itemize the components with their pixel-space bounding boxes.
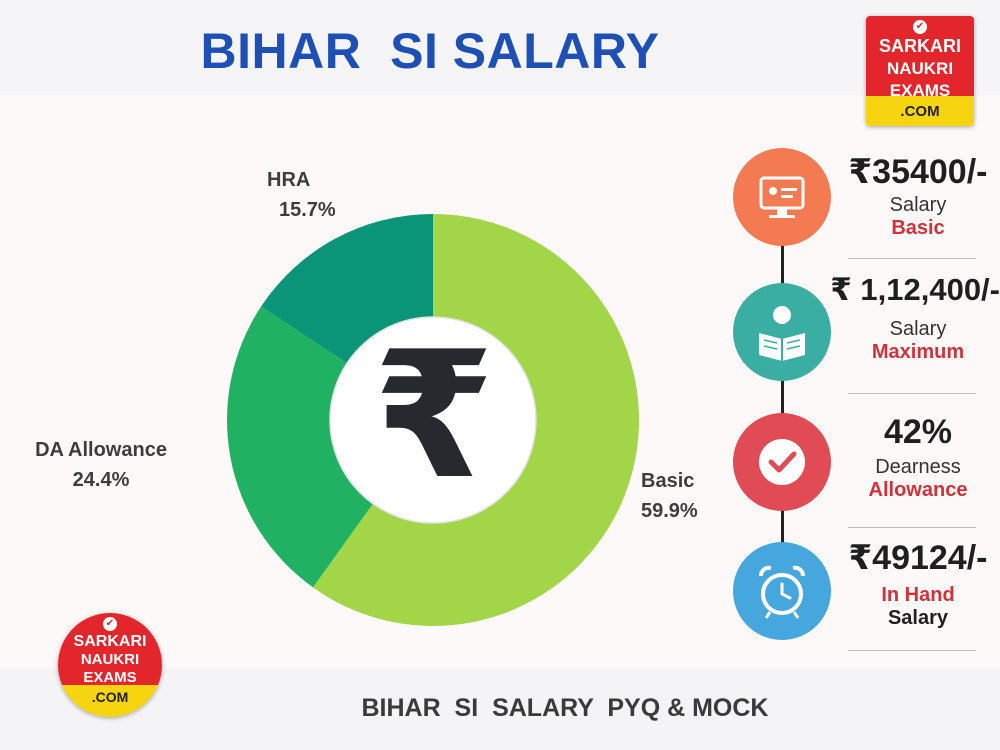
donut-center bbox=[329, 316, 537, 524]
maximum-salary-line1: Salary bbox=[889, 318, 947, 340]
logo-line-2: NAUKRI bbox=[886, 59, 954, 78]
logo-bottom-line-4: .COM bbox=[91, 689, 129, 705]
page-title: BIHAR SI SALARY bbox=[200, 23, 660, 79]
in-hand-salary-value: ₹49124/- bbox=[848, 539, 988, 577]
logo-line-4: .COM bbox=[900, 103, 940, 120]
logo-bottom-line-2: NAUKRI bbox=[80, 651, 140, 668]
dearness-allowance-line2: Allowance bbox=[868, 479, 968, 501]
slice-label-hra: HRA 15.7% bbox=[267, 165, 336, 225]
slice-label-basic-value: 59.9% bbox=[641, 500, 698, 522]
checkmark-icon bbox=[733, 413, 831, 511]
reader-icon bbox=[733, 283, 831, 381]
brand-logo-bottom: ✔ SARKARI NAUKRI EXAMS .COM bbox=[58, 613, 162, 717]
separator-2 bbox=[848, 393, 976, 394]
slice-label-hra-name: HRA bbox=[267, 169, 311, 191]
header-band bbox=[0, 0, 1000, 95]
timeline-connector bbox=[781, 200, 784, 590]
slice-label-da-value: 24.4% bbox=[72, 469, 130, 491]
slice-label-basic-name: Basic bbox=[641, 470, 695, 492]
info-in-hand-salary: ₹49124/- In Hand Salary bbox=[836, 538, 1000, 630]
logo-bottom-line-3: EXAMS bbox=[83, 669, 137, 686]
footer-band bbox=[0, 668, 1000, 750]
check-badge-icon: ✔ bbox=[913, 20, 927, 34]
info-maximum-salary: ₹ 1,12,400/- Salary Maximum bbox=[830, 272, 1000, 364]
dearness-allowance-line1: Dearness bbox=[875, 456, 961, 478]
separator-4 bbox=[848, 650, 976, 651]
footer-text: BIHAR SI SALARY PYQ & MOCK bbox=[361, 694, 769, 722]
slice-label-basic: Basic 59.9% bbox=[641, 466, 698, 526]
basic-salary-line1: Salary bbox=[889, 194, 947, 216]
separator-1 bbox=[848, 258, 976, 259]
donut-slice-da-allowance bbox=[227, 306, 433, 588]
basic-salary-value: ₹35400/- bbox=[848, 153, 988, 191]
in-hand-salary-line2: Salary bbox=[887, 607, 949, 629]
slice-label-da: DA Allowance 24.4% bbox=[20, 435, 182, 495]
slice-label-hra-value: 15.7% bbox=[279, 199, 336, 221]
brand-logo-top: ✔ SARKARI NAUKRI EXAMS .COM bbox=[866, 16, 974, 126]
alarm-clock-icon bbox=[733, 542, 831, 640]
maximum-salary-line2: Maximum bbox=[871, 341, 965, 363]
logo-line-1: SARKARI bbox=[878, 36, 961, 56]
monitor-icon bbox=[733, 148, 831, 246]
basic-salary-line2: Basic bbox=[891, 217, 945, 239]
slice-label-da-name: DA Allowance bbox=[35, 439, 167, 461]
maximum-salary-value: ₹ 1,12,400/- bbox=[830, 272, 1000, 307]
logo-line-3: EXAMS bbox=[889, 81, 951, 100]
dearness-allowance-value: 42% bbox=[883, 413, 953, 451]
info-dearness-allowance: 42% Dearness Allowance bbox=[836, 413, 1000, 502]
check-badge-icon-bottom: ✔ bbox=[103, 617, 117, 631]
separator-3 bbox=[848, 527, 976, 528]
in-hand-salary-line1: In Hand bbox=[881, 584, 955, 606]
logo-bottom-line-1: SARKARI bbox=[73, 633, 147, 650]
rupee-symbol: ₹ bbox=[373, 315, 495, 518]
info-basic-salary: ₹35400/- Salary Basic bbox=[836, 152, 1000, 240]
